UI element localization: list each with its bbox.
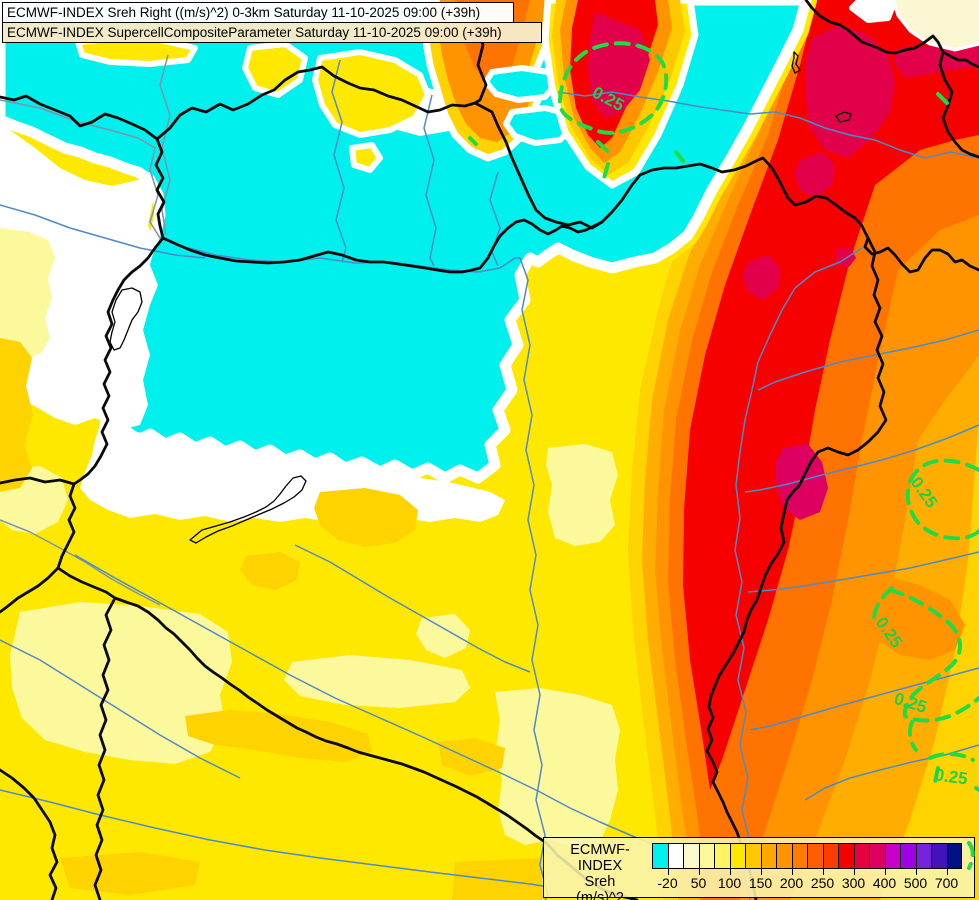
supercell-contours — [468, 41, 979, 792]
title2-text: ECMWF-INDEX SupercellCompositeParameter … — [7, 25, 502, 40]
map-title-line2: ECMWF-INDEX SupercellCompositeParameter … — [2, 22, 542, 43]
color-scale-legend: ECMWF-INDEX Sreh (m/s)^2 -20 50 100 150 200 2… — [543, 837, 975, 900]
legend-color-cell — [853, 843, 869, 869]
legend-tick-mark — [822, 869, 824, 875]
legend-tick-value: 300 — [841, 875, 866, 891]
legend-color-cell — [776, 843, 792, 869]
legend-tick-mark — [760, 869, 762, 875]
yellow-islands-north — [75, 35, 431, 173]
legend-tick-mark — [698, 869, 700, 875]
legend-color-cell — [714, 843, 730, 869]
legend-tick-value: 500 — [903, 875, 928, 891]
legend-tick-mark — [853, 869, 855, 875]
small-lake — [791, 51, 801, 74]
legend-color-cell — [652, 843, 668, 869]
legend-tick-value: 100 — [717, 875, 742, 891]
legend-color-cell — [667, 843, 683, 869]
title1-text: ECMWF-INDEX Sreh Right ((m/s)^2) 0-3km S… — [7, 5, 481, 20]
lake-balaton — [189, 475, 307, 544]
legend-color-cell — [729, 843, 745, 869]
legend-tick-value: 50 — [690, 875, 707, 891]
east-helicity-bands — [628, 0, 979, 900]
legend-tick-mark — [667, 869, 669, 875]
lake-neusiedl — [109, 287, 143, 351]
legend-tick-value: 150 — [748, 875, 773, 891]
legend-colorbar — [652, 843, 962, 869]
legend-color-cell — [946, 843, 962, 869]
legend-color-cell — [683, 843, 699, 869]
legend-tick-value: -20 — [657, 875, 678, 891]
legend-tick-mark — [791, 869, 793, 875]
legend-color-cell — [760, 843, 776, 869]
legend-tick-mark — [946, 869, 948, 875]
lake-tisza — [835, 111, 852, 123]
legend-tick-labels: -20 50 100 150 200 250 300 400 500 700 — [652, 869, 962, 895]
legend-tick-mark — [729, 869, 731, 875]
contour-label: 0.25 — [933, 765, 968, 788]
legend-color-cell — [698, 843, 714, 869]
legend-tick-value: 200 — [779, 875, 804, 891]
legend-color-cell — [869, 843, 885, 869]
legend-tick-value: 250 — [810, 875, 835, 891]
rivers — [0, 54, 979, 900]
legend-color-cell — [931, 843, 947, 869]
legend-color-cell — [807, 843, 823, 869]
legend-tick-value: 700 — [934, 875, 959, 891]
legend-color-cell — [884, 843, 900, 869]
interior-gold-patches — [0, 338, 543, 900]
legend-label-block: ECMWF-INDEX Sreh (m/s)^2 — [550, 842, 650, 900]
pale-band-west — [0, 228, 55, 360]
north-red-band — [541, 0, 699, 189]
legend-tick-mark — [884, 869, 886, 875]
map-title-line1: ECMWF-INDEX Sreh Right ((m/s)^2) 0-3km S… — [2, 2, 514, 23]
legend-units: (m/s)^2 — [576, 890, 624, 900]
legend-title: ECMWF-INDEX — [570, 842, 630, 874]
legend-param: Sreh — [584, 874, 616, 890]
legend-color-cell — [838, 843, 854, 869]
legend-color-cell — [900, 843, 916, 869]
lakes — [109, 51, 852, 544]
legend-tick-mark — [915, 869, 917, 875]
interior-pale-patches — [0, 444, 620, 848]
northeast-weak-patch — [849, 0, 979, 52]
legend-tick-value: 400 — [872, 875, 897, 891]
legend-color-cell — [822, 843, 838, 869]
legend-color-cell — [915, 843, 931, 869]
legend-color-cell — [745, 843, 761, 869]
legend-color-cell — [791, 843, 807, 869]
